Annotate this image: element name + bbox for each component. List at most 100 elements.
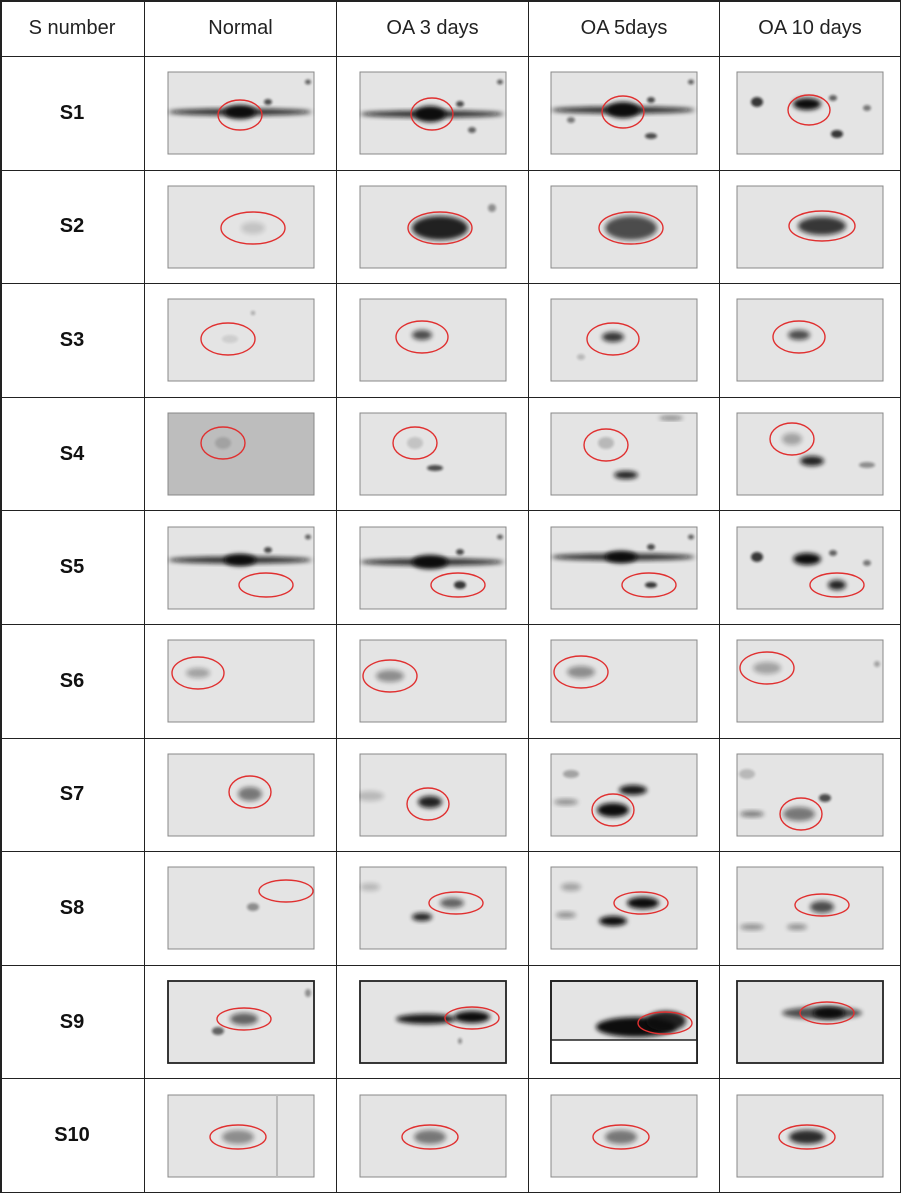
gel-image [167, 866, 315, 950]
protein-spot [819, 794, 831, 802]
header-cell: OA 10 days [720, 0, 901, 57]
protein-spot [212, 1027, 224, 1035]
protein-spot [186, 668, 210, 678]
gel-background [360, 413, 506, 495]
protein-spot [412, 216, 468, 240]
protein-spot [251, 311, 255, 315]
protein-spot [599, 916, 627, 926]
image-cell [720, 1079, 901, 1193]
protein-spot [454, 581, 466, 589]
image-cell [337, 852, 529, 966]
protein-spot [264, 99, 272, 105]
protein-spot [831, 130, 843, 138]
row-label-cell: S6 [0, 625, 145, 739]
gel-image [736, 980, 884, 1064]
image-cell [337, 625, 529, 739]
protein-spot [238, 787, 262, 801]
gel-background [551, 299, 697, 381]
protein-spot [224, 554, 256, 566]
protein-spot [412, 555, 448, 569]
gel-image [550, 526, 698, 610]
image-cell [145, 1079, 337, 1193]
image-cell [720, 852, 901, 966]
image-cell [720, 966, 901, 1080]
header-cell: OA 5days [529, 0, 720, 57]
gel-image [736, 71, 884, 155]
protein-spot [454, 1011, 490, 1023]
protein-spot [647, 97, 655, 103]
row-label: S8 [60, 897, 84, 920]
gel-image [359, 866, 507, 950]
protein-spot [751, 97, 763, 107]
protein-spot [874, 661, 880, 667]
image-cell [720, 171, 901, 285]
protein-spot [556, 912, 576, 918]
protein-spot [224, 105, 256, 119]
protein-spot [787, 924, 807, 930]
gel-background [168, 413, 314, 495]
protein-spot [614, 471, 638, 479]
image-cell [529, 852, 720, 966]
protein-spot [619, 785, 647, 795]
image-cell [337, 284, 529, 398]
image-cell [337, 171, 529, 285]
header-cell: S number [0, 0, 145, 57]
image-cell [145, 511, 337, 625]
protein-spot [659, 416, 683, 420]
protein-spot [222, 335, 238, 343]
protein-spot [247, 903, 259, 911]
gel-image [736, 298, 884, 382]
protein-spot [753, 662, 781, 674]
protein-spot [863, 105, 871, 111]
image-cell [529, 171, 720, 285]
protein-spot [645, 133, 657, 139]
gel-image [167, 526, 315, 610]
protein-spot [264, 547, 272, 553]
gel-image [359, 980, 507, 1064]
gel-image [167, 1094, 315, 1178]
gel-image [167, 980, 315, 1064]
protein-spot [788, 330, 810, 340]
row-label: S9 [60, 1011, 84, 1034]
gel-background [737, 867, 883, 949]
page: S numberNormalOA 3 daysOA 5daysOA 10 day… [0, 0, 901, 1193]
gel-image [550, 298, 698, 382]
gel-image [736, 639, 884, 723]
protein-spot [602, 332, 624, 342]
gel-image [550, 1094, 698, 1178]
protein-spot [497, 80, 503, 85]
gel-background [551, 867, 697, 949]
protein-spot [627, 897, 659, 909]
header-cell: Normal [145, 0, 337, 57]
row-label-cell: S1 [0, 57, 145, 171]
image-cell [337, 511, 529, 625]
protein-spot [305, 989, 311, 997]
gel-image [359, 753, 507, 837]
protein-spot [605, 1130, 637, 1144]
protein-spot [606, 102, 640, 118]
protein-spot [813, 1007, 845, 1019]
row-label-cell: S2 [0, 171, 145, 285]
gel-image [167, 412, 315, 496]
gel-image [550, 639, 698, 723]
protein-spot [810, 901, 834, 913]
image-cell [529, 511, 720, 625]
protein-spot [829, 95, 837, 101]
header-text: OA 10 days [758, 17, 861, 40]
row-label: S3 [60, 329, 84, 352]
protein-spot [800, 456, 824, 466]
gel-image [359, 71, 507, 155]
gel-image [359, 412, 507, 496]
protein-spot [418, 796, 442, 808]
image-cell [145, 852, 337, 966]
gel-background [551, 527, 697, 609]
row-label: S7 [60, 783, 84, 806]
protein-spot [789, 1130, 825, 1144]
image-cell [720, 511, 901, 625]
protein-spot [414, 106, 446, 122]
gel-background [737, 299, 883, 381]
image-cell [337, 739, 529, 853]
header-text: Normal [208, 17, 272, 40]
gel-background [737, 413, 883, 495]
image-cell [720, 284, 901, 398]
